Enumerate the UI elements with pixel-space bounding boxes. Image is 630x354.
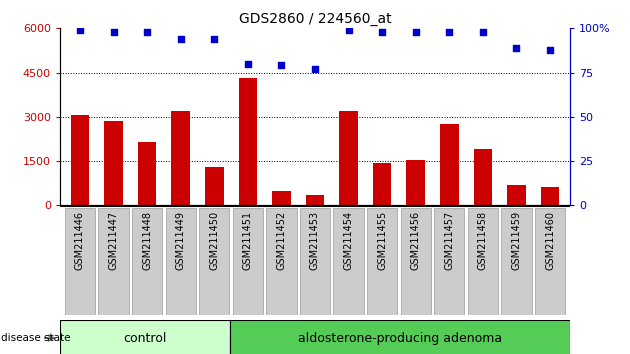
Point bbox=[142, 29, 152, 35]
FancyBboxPatch shape bbox=[333, 207, 364, 315]
FancyBboxPatch shape bbox=[166, 207, 196, 315]
FancyBboxPatch shape bbox=[501, 207, 532, 315]
FancyBboxPatch shape bbox=[535, 207, 565, 315]
Point bbox=[108, 29, 118, 35]
Bar bbox=[373, 162, 391, 205]
Point bbox=[478, 29, 488, 35]
Bar bbox=[105, 121, 123, 205]
FancyBboxPatch shape bbox=[230, 320, 570, 354]
Point bbox=[545, 47, 555, 52]
Text: GSM211446: GSM211446 bbox=[75, 211, 85, 270]
Point bbox=[209, 36, 219, 42]
Text: GSM211460: GSM211460 bbox=[545, 211, 555, 270]
Text: control: control bbox=[123, 332, 166, 344]
FancyBboxPatch shape bbox=[401, 207, 431, 315]
Text: GSM211449: GSM211449 bbox=[176, 211, 186, 270]
Bar bbox=[239, 79, 257, 205]
Bar bbox=[507, 185, 525, 205]
Text: aldosterone-producing adenoma: aldosterone-producing adenoma bbox=[298, 332, 502, 344]
Point bbox=[377, 29, 387, 35]
Text: disease state: disease state bbox=[1, 333, 71, 343]
Bar bbox=[340, 111, 358, 205]
Bar bbox=[138, 142, 156, 205]
Bar bbox=[541, 187, 559, 205]
Text: GSM211448: GSM211448 bbox=[142, 211, 152, 270]
FancyBboxPatch shape bbox=[300, 207, 330, 315]
FancyBboxPatch shape bbox=[65, 207, 95, 315]
Text: GSM211453: GSM211453 bbox=[310, 211, 320, 270]
Point bbox=[277, 63, 287, 68]
Point bbox=[444, 29, 454, 35]
Text: GSM211447: GSM211447 bbox=[108, 211, 118, 270]
FancyBboxPatch shape bbox=[98, 207, 129, 315]
Bar bbox=[272, 190, 290, 205]
Bar bbox=[474, 149, 492, 205]
Point bbox=[512, 45, 522, 51]
Text: GSM211452: GSM211452 bbox=[277, 211, 287, 270]
FancyBboxPatch shape bbox=[367, 207, 398, 315]
FancyBboxPatch shape bbox=[199, 207, 229, 315]
Point bbox=[243, 61, 253, 67]
Text: GSM211454: GSM211454 bbox=[343, 211, 353, 270]
FancyBboxPatch shape bbox=[434, 207, 464, 315]
Point bbox=[176, 36, 186, 42]
Bar bbox=[205, 167, 224, 205]
Text: GSM211458: GSM211458 bbox=[478, 211, 488, 270]
Bar bbox=[171, 111, 190, 205]
Bar bbox=[406, 160, 425, 205]
Text: GSM211450: GSM211450 bbox=[209, 211, 219, 270]
Point bbox=[411, 29, 421, 35]
FancyBboxPatch shape bbox=[467, 207, 498, 315]
Title: GDS2860 / 224560_at: GDS2860 / 224560_at bbox=[239, 12, 391, 26]
FancyBboxPatch shape bbox=[132, 207, 163, 315]
FancyBboxPatch shape bbox=[60, 320, 230, 354]
Text: GSM211457: GSM211457 bbox=[444, 211, 454, 270]
Bar bbox=[71, 115, 89, 205]
Text: GSM211456: GSM211456 bbox=[411, 211, 421, 270]
Point bbox=[343, 27, 353, 33]
Text: GSM211459: GSM211459 bbox=[512, 211, 522, 270]
FancyBboxPatch shape bbox=[232, 207, 263, 315]
Bar bbox=[306, 195, 324, 205]
Point bbox=[310, 66, 320, 72]
Text: GSM211451: GSM211451 bbox=[243, 211, 253, 270]
Point bbox=[75, 27, 85, 33]
Bar bbox=[440, 124, 459, 205]
FancyBboxPatch shape bbox=[266, 207, 297, 315]
Text: GSM211455: GSM211455 bbox=[377, 211, 387, 270]
